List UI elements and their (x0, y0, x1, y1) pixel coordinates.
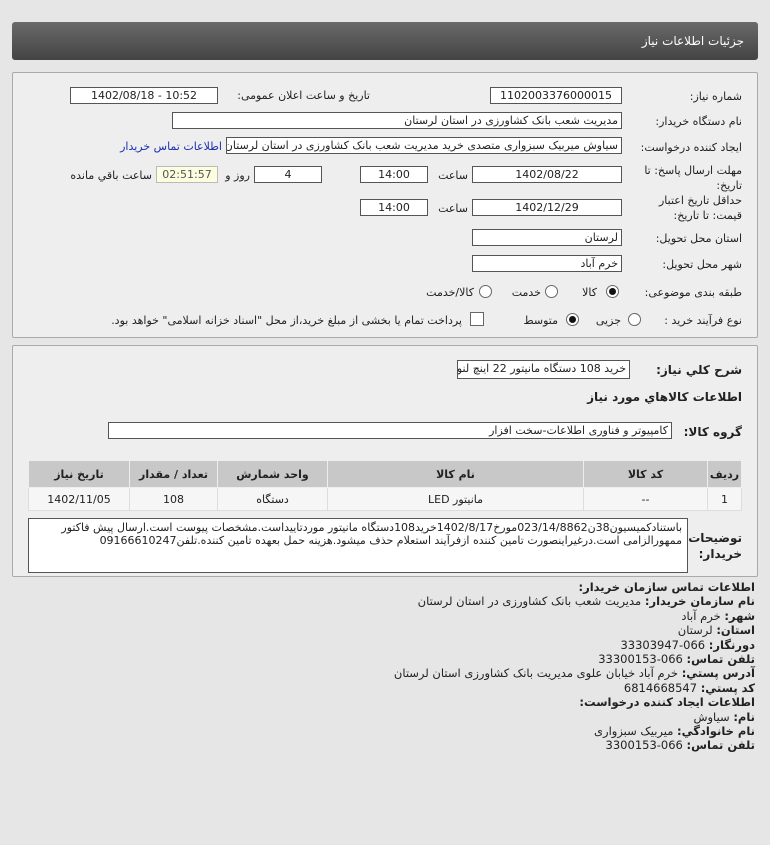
family-value: میربیک سبزواری (594, 724, 674, 739)
creator-phone-value: 066-3300153 (605, 738, 683, 753)
cell-date: 1402/11/05 (28, 487, 130, 511)
validity-time-field: 14:00 (360, 199, 428, 216)
page-title: جزئیات اطلاعات نیاز (641, 34, 744, 48)
contact-info: اطلاعات تماس سازمان خریدار: نام سازمان خ… (394, 580, 755, 753)
treasury-payment-checkbox[interactable] (470, 312, 484, 326)
city-field: خرم آباد (472, 255, 622, 272)
cell-code: -- (583, 487, 708, 511)
name-label: نام: (733, 709, 755, 724)
postal-label: کد پستي: (700, 680, 755, 695)
page-header: جزئیات اطلاعات نیاز (12, 22, 758, 60)
name-value: سیاوش (693, 709, 730, 724)
org-label: نام سازمان خریدار: (644, 594, 755, 609)
cell-quantity: 108 (129, 487, 218, 511)
process-label: نوع فرآیند خرید : (664, 314, 742, 327)
category-radio-service[interactable] (545, 285, 558, 298)
address-value: خرم آباد خیابان علوی مدیریت بانک کشاورزی… (393, 666, 679, 681)
category-option-goods: کالا (582, 286, 597, 299)
cell-row: 1 (707, 487, 742, 511)
city-label: شهر: (724, 608, 755, 623)
category-option-both: کالا/خدمت (426, 286, 474, 299)
category-option-service: خدمت (511, 286, 541, 299)
fax-value: 066-33303947 (620, 637, 706, 652)
validity-label: حداقل تاریخ اعتبار قیمت: تا تاریخ: (658, 194, 742, 222)
family-label: نام خانوادگي: (677, 724, 755, 739)
creator-phone-label: تلفن تماس: (686, 738, 755, 753)
org-value: مدیریت شعب بانک کشاورزی در استان لرستان (417, 594, 642, 609)
announce-field: 1402/08/18 - 10:52 (70, 87, 218, 104)
goods-title: اطلاعات کالاهاي مورد نیاز (587, 390, 742, 404)
col-code: کد کالا (583, 460, 708, 488)
cell-unit: دستگاه (217, 487, 328, 511)
creator-label: ایجاد کننده درخواست: (640, 141, 742, 154)
col-name: نام کالا (327, 460, 584, 488)
creator-title: اطلاعات ایجاد کننده درخواست: (579, 695, 755, 710)
fax-label: دورنگار: (708, 637, 755, 652)
group-field: کامپیوتر و فناوری اطلاعات-سخت افزار (108, 422, 672, 439)
province-value: لرستان (677, 623, 713, 638)
process-option-minor: جزیی (595, 314, 621, 327)
need-number-field: 1102003376000015 (490, 87, 622, 104)
table-header-row: ردیف کد کالا نام کالا واحد شمارش تعداد /… (28, 460, 742, 488)
category-radio-both[interactable] (479, 285, 492, 298)
group-label: گروه کالا: (683, 425, 742, 439)
deadline-label: مهلت ارسال پاسخ: تا تاریخ: (644, 164, 742, 192)
announce-label: تاریخ و ساعت اعلان عمومی: (237, 89, 370, 102)
desc-field: باستنادکمیسیون38ن023/14/8862مورخ1402/8/1… (28, 518, 688, 573)
buyer-contact-link[interactable]: اطلاعات تماس خریدار (120, 140, 222, 153)
province-field: لرستان (472, 229, 622, 246)
deadline-time-field: 14:00 (360, 166, 428, 183)
col-quantity: تعداد / مقدار (129, 460, 218, 488)
treasury-payment-text: پرداخت تمام یا بخشی از مبلغ خرید،از محل … (111, 314, 462, 327)
days-field: 4 (254, 166, 322, 183)
process-radio-minor[interactable] (628, 313, 641, 326)
col-unit: واحد شمارش (217, 460, 328, 488)
process-option-medium: متوسط (523, 314, 558, 327)
phone-value: 066-33300153 (598, 652, 683, 667)
creator-field: سیاوش میربیک سبزواری متصدی خرید مدیریت ش… (226, 137, 622, 154)
deadline-time-label: ساعت (438, 169, 468, 182)
days-label: روز و (225, 169, 250, 182)
province-label: استان محل تحویل: (655, 232, 742, 245)
need-number-label: شماره نیاز: (689, 90, 742, 103)
province-label: استان: (716, 623, 755, 638)
category-label: طبقه بندی موضوعی: (644, 286, 742, 299)
cell-name: مانیتور LED (327, 487, 584, 511)
summary-label: شرح کلي نیاز: (656, 363, 742, 377)
validity-date-field: 1402/12/29 (472, 199, 622, 216)
category-radio-goods[interactable] (606, 285, 619, 298)
postal-value: 6814668547 (623, 680, 698, 695)
buyer-field: مدیریت شعب بانک کشاورزی در استان لرستان (172, 112, 622, 129)
address-label: آدرس پستي: (681, 666, 755, 681)
buyer-label: نام دستگاه خریدار: (655, 115, 742, 128)
table-row: 1 -- مانیتور LED دستگاه 108 1402/11/05 (28, 487, 742, 511)
city-value: خرم آباد (681, 608, 721, 623)
city-label: شهر محل تحویل: (662, 258, 742, 271)
deadline-date-field: 1402/08/22 (472, 166, 622, 183)
goods-table: ردیف کد کالا نام کالا واحد شمارش تعداد /… (28, 460, 742, 511)
col-date: تاریخ نیاز (28, 460, 130, 488)
col-row: ردیف (707, 460, 742, 488)
process-radio-medium[interactable] (566, 313, 579, 326)
desc-label: توضیحات خریدار: (688, 531, 742, 561)
validity-time-label: ساعت (438, 202, 468, 215)
summary-field: خرید 108 دستگاه مانیتور 22 اینچ لنوا (457, 360, 630, 379)
countdown-field: 02:51:57 (156, 166, 218, 183)
remaining-label: ساعت باقي مانده (70, 169, 152, 182)
phone-label: تلفن تماس: (686, 652, 755, 667)
contact-title: اطلاعات تماس سازمان خریدار: (578, 580, 755, 594)
